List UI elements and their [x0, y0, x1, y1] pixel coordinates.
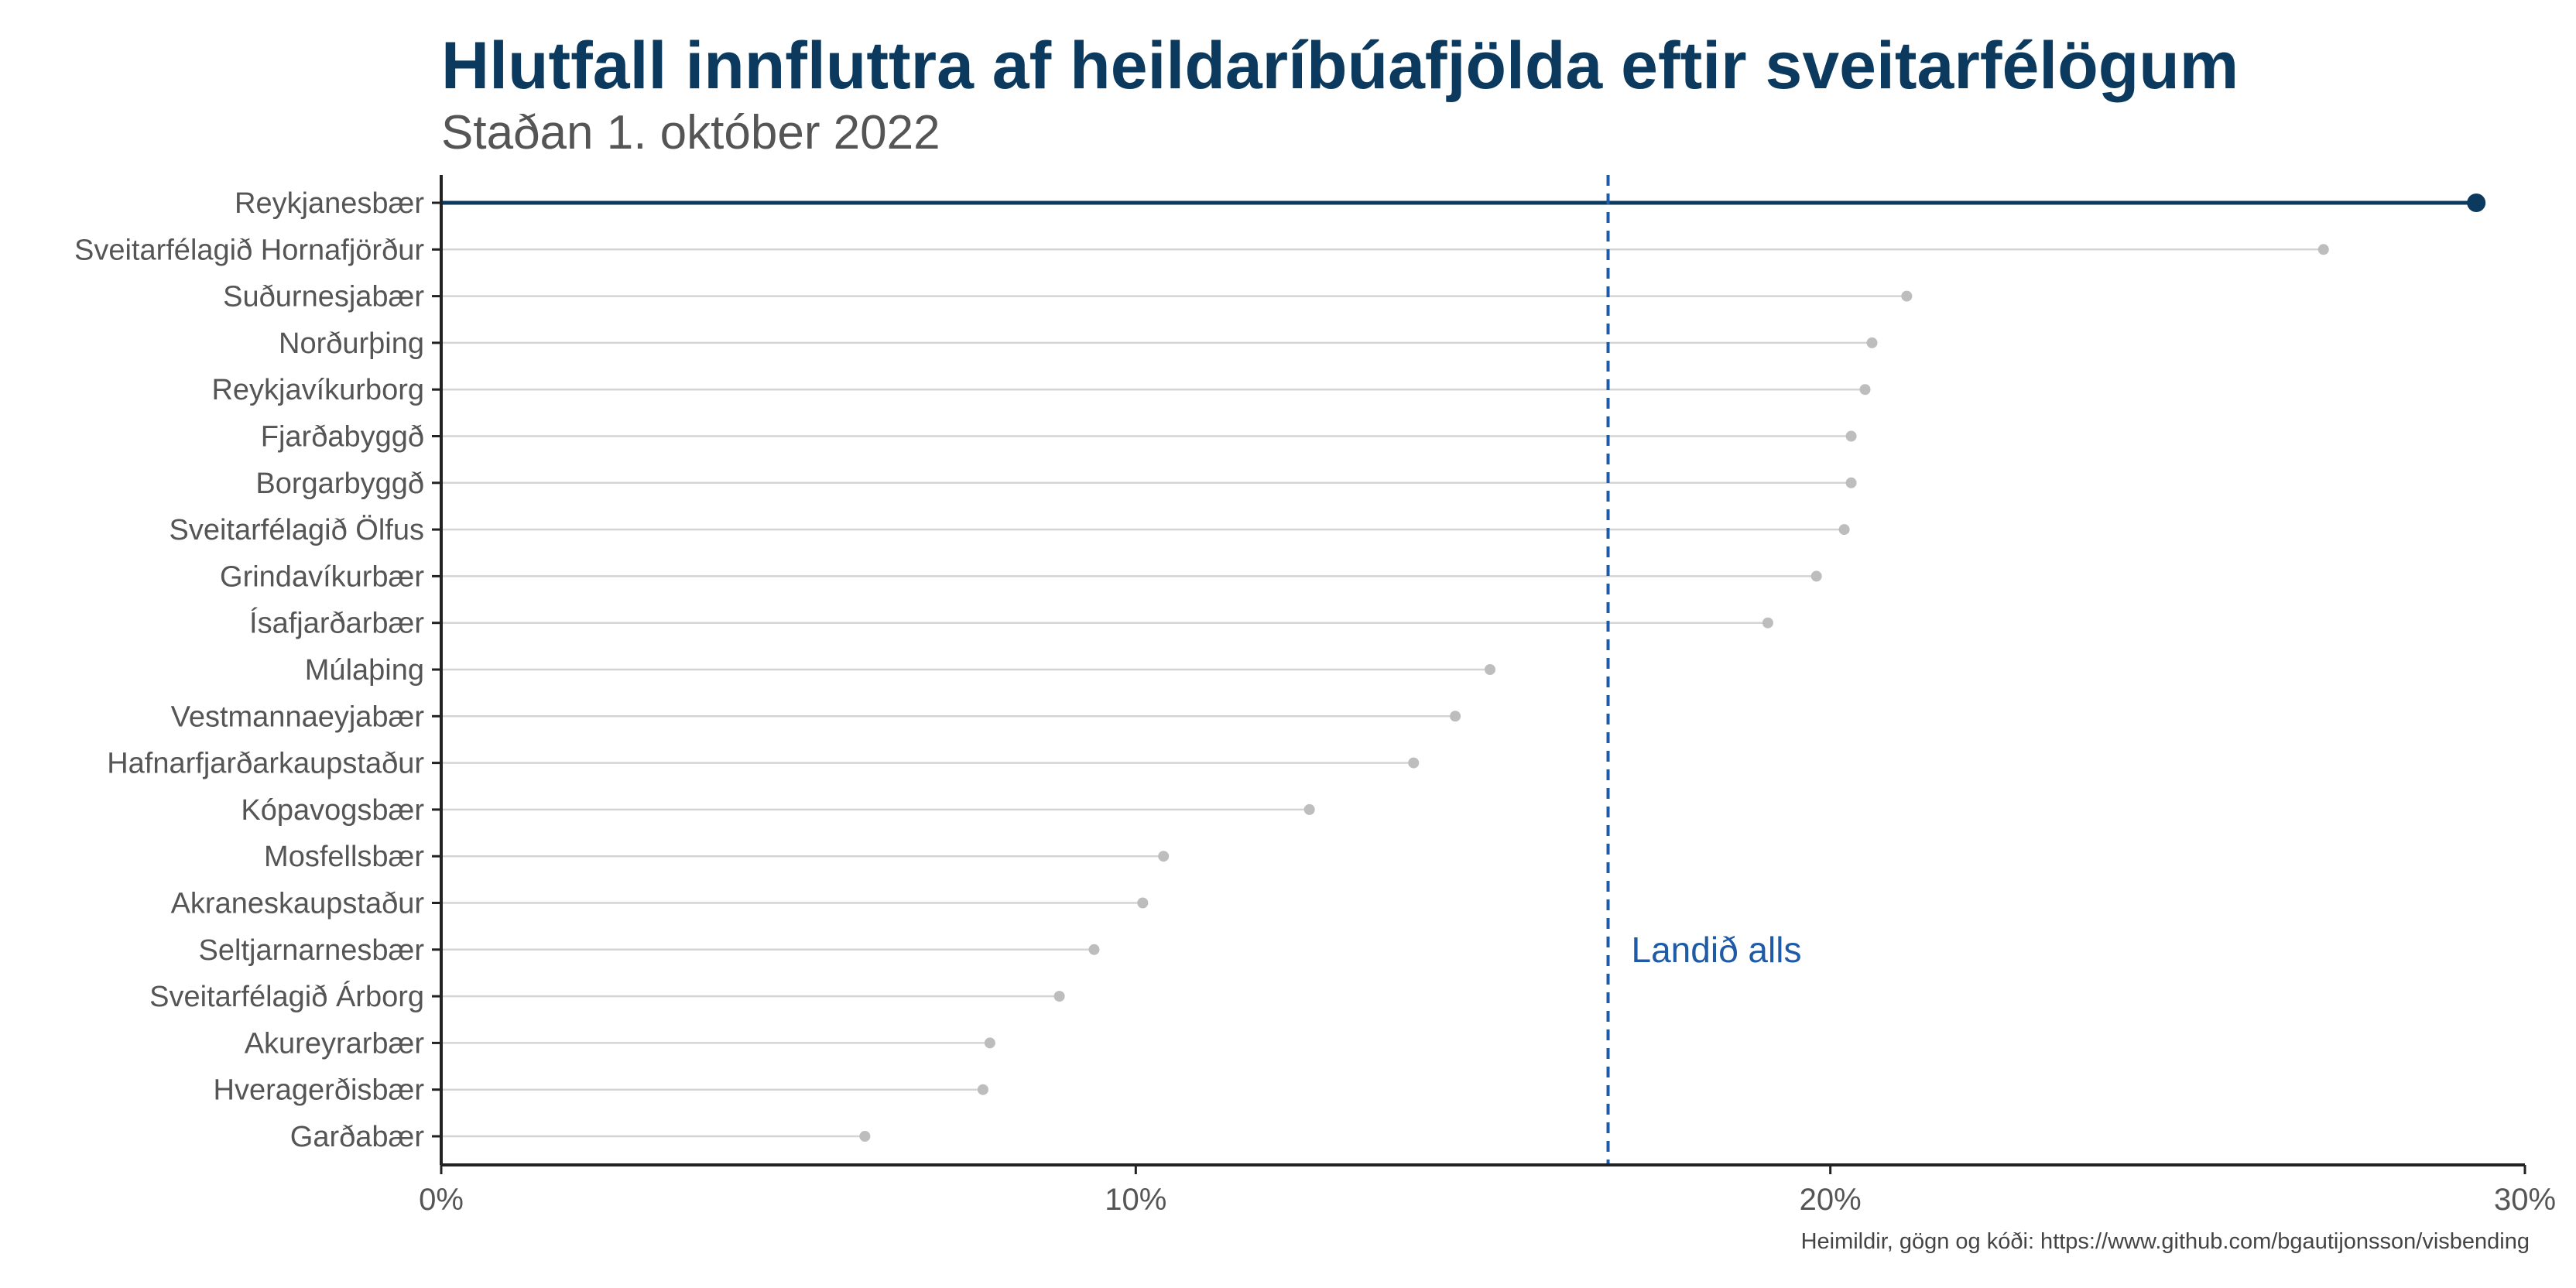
- chart-caption: Heimildir, gögn og kóði: https://www.git…: [1800, 1229, 2530, 1254]
- point-layer: [859, 194, 2486, 1142]
- data-point-20: [859, 1131, 871, 1142]
- data-point-12: [1408, 757, 1420, 769]
- category-label-9: Ísafjarðarbær: [249, 607, 424, 640]
- data-point-9: [1762, 617, 1773, 629]
- data-point-3: [1866, 337, 1878, 348]
- category-label-13: Kópavogsbær: [241, 794, 424, 827]
- x-tick-label-0: 0%: [419, 1183, 464, 1217]
- x-tick-label-1: 10%: [1105, 1183, 1166, 1217]
- category-label-10: Múlaþing: [305, 654, 424, 687]
- category-label-16: Seltjarnarnesbær: [199, 934, 425, 967]
- data-point-0: [2467, 194, 2486, 212]
- category-label-2: Suðurnesjabær: [223, 281, 424, 313]
- segment-layer: [441, 200, 2477, 1138]
- chart-subtitle: Staðan 1. október 2022: [441, 106, 940, 159]
- data-point-2: [1901, 290, 1913, 302]
- data-point-11: [1450, 711, 1461, 722]
- data-point-16: [1088, 944, 1100, 955]
- data-point-10: [1484, 664, 1495, 675]
- data-point-13: [1303, 803, 1315, 815]
- data-point-19: [977, 1084, 988, 1095]
- data-point-15: [1137, 897, 1149, 909]
- category-label-3: Norðurþing: [279, 327, 424, 360]
- category-label-7: Sveitarfélagið Ölfus: [170, 514, 425, 546]
- category-label-20: Garðabær: [290, 1121, 425, 1153]
- category-label-layer: Reykjanesbær Sveitarfélagið Hornafjörður S…: [74, 187, 424, 1153]
- reference-line-label: Landið alls: [1632, 930, 1802, 970]
- category-label-14: Mosfellsbær: [264, 841, 424, 873]
- data-point-7: [1838, 524, 1850, 536]
- category-label-4: Reykjavíkurborg: [211, 374, 424, 406]
- category-label-8: Grindavíkurbær: [220, 560, 424, 593]
- data-point-17: [1053, 991, 1065, 1002]
- category-label-12: Hafnarfjarðarkaupstaður: [107, 748, 424, 780]
- data-point-8: [1810, 570, 1822, 582]
- category-label-1: Sveitarfélagið Hornafjörður: [74, 234, 424, 266]
- data-point-5: [1845, 430, 1857, 442]
- chart-title: Hlutfall innfluttra af heildaríbúafjölda…: [441, 29, 2239, 103]
- category-label-0: Reykjanesbær: [235, 187, 424, 220]
- x-tick-label-3: 30%: [2494, 1183, 2556, 1217]
- data-point-14: [1158, 851, 1170, 862]
- category-label-5: Fjarðabyggð: [261, 421, 424, 454]
- reference-line-layer: Landið alls: [1606, 175, 1802, 1165]
- data-point-1: [2317, 244, 2329, 255]
- category-label-6: Borgarbyggð: [255, 468, 424, 500]
- data-point-6: [1845, 477, 1857, 488]
- category-label-15: Akraneskaupstaður: [171, 888, 425, 920]
- x-tick-label-2: 20%: [1800, 1183, 1862, 1217]
- tick-layer: 0% 10% 20% 30%: [419, 201, 2556, 1217]
- data-point-4: [1859, 384, 1871, 396]
- category-label-17: Sveitarfélagið Árborg: [149, 980, 424, 1013]
- category-label-11: Vestmannaeyjabær: [171, 701, 425, 733]
- category-label-18: Akureyrarbær: [245, 1027, 425, 1060]
- category-label-19: Hveragerðisbær: [214, 1074, 425, 1107]
- data-point-18: [984, 1037, 995, 1049]
